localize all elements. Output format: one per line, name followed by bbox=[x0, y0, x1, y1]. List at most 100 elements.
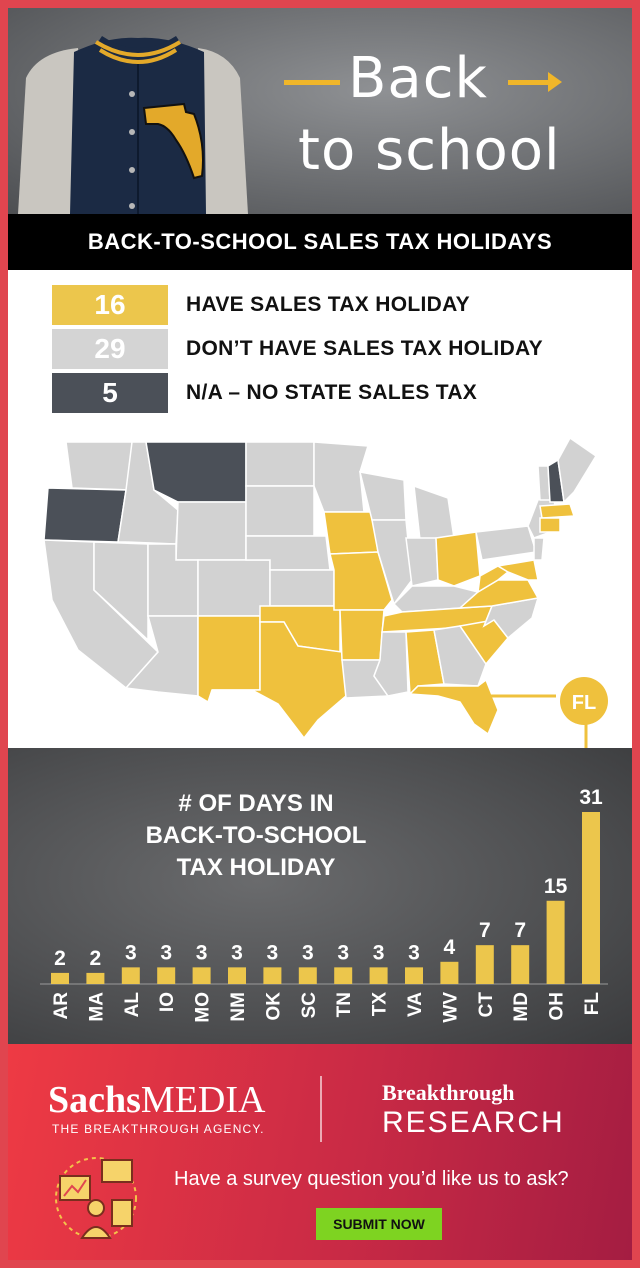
value-label-ma: 2 bbox=[90, 947, 102, 970]
state-mi bbox=[413, 484, 455, 541]
state-tx bbox=[212, 621, 347, 740]
state-nd bbox=[245, 441, 315, 487]
category-label-fl: FL bbox=[582, 992, 603, 1016]
state-ks bbox=[269, 569, 335, 607]
state-me bbox=[557, 436, 598, 504]
value-label-wv: 4 bbox=[444, 936, 456, 959]
state-ar bbox=[339, 609, 385, 661]
category-label-ar: AR bbox=[51, 992, 72, 1020]
category-label-tx: TX bbox=[370, 992, 391, 1017]
survey-question: Have a survey question you’d like us to … bbox=[174, 1168, 569, 1190]
category-label-ct: CT bbox=[476, 992, 497, 1018]
legend-label-no-tax: N/A – NO STATE SALES TAX bbox=[186, 381, 478, 404]
footer: SachsMEDIA THE BREAKTHROUGH AGENCY. Brea… bbox=[8, 1044, 632, 1260]
sachs-media-logo: SachsMEDIA bbox=[48, 1080, 265, 1120]
bar-md bbox=[511, 945, 530, 984]
value-label-fl: 31 bbox=[579, 786, 603, 809]
bar-sc bbox=[298, 967, 317, 984]
state-ia bbox=[323, 511, 379, 555]
state-wy bbox=[175, 501, 247, 561]
legend: 16 HAVE SALES TAX HOLIDAY 29 DON’T HAVE … bbox=[52, 284, 543, 416]
category-label-ma: MA bbox=[86, 992, 107, 1022]
state-ga bbox=[433, 625, 487, 687]
category-label-sc: SC bbox=[299, 992, 320, 1019]
value-label-md: 7 bbox=[514, 919, 526, 942]
varsity-jacket-icon bbox=[18, 36, 248, 214]
bar-ar bbox=[51, 972, 69, 984]
chart-title-line3: TAX HOLIDAY bbox=[176, 854, 336, 881]
category-label-ok: OK bbox=[263, 992, 284, 1021]
hero-dash-right bbox=[508, 80, 552, 85]
bar-chart: 2 AR 2 MA 3 AL 3 IO 3 MO 3 NM 3 OK 3 SC 3 TN 3 TX 3 VA 4 WV 7 CT 7… bbox=[40, 786, 608, 1023]
category-label-nm: NM bbox=[228, 992, 249, 1022]
days-chart: # OF DAYS IN BACK-TO-SCHOOL TAX HOLIDAY … bbox=[8, 748, 632, 1044]
hero-headline-line2: to school bbox=[298, 118, 561, 183]
state-md bbox=[495, 559, 539, 581]
legend-row-no-holiday: 29 DON’T HAVE SALES TAX HOLIDAY bbox=[52, 328, 543, 370]
chart-title: # OF DAYS IN BACK-TO-SCHOOL TAX HOLIDAY bbox=[104, 788, 408, 884]
value-label-mo: 3 bbox=[196, 941, 208, 964]
fl-callout-label: FL bbox=[572, 692, 596, 714]
category-label-oh: OH bbox=[547, 992, 568, 1021]
state-nm bbox=[197, 615, 261, 704]
state-mt bbox=[145, 441, 247, 503]
bar-io bbox=[157, 967, 176, 984]
state-ct bbox=[539, 517, 561, 533]
bar-ok bbox=[263, 967, 282, 984]
bar-fl bbox=[582, 812, 600, 984]
page-title: BACK-TO-SCHOOL SALES TAX HOLIDAYS bbox=[8, 214, 632, 270]
state-nv bbox=[93, 541, 149, 642]
category-label-wv: WV bbox=[440, 992, 461, 1023]
fl-callout-bubble bbox=[560, 677, 608, 725]
value-label-tx: 3 bbox=[373, 941, 385, 964]
state-sd bbox=[245, 485, 315, 537]
category-label-va: VA bbox=[405, 992, 426, 1017]
category-label-tn: TN bbox=[334, 992, 355, 1017]
bar-wv bbox=[440, 961, 459, 984]
bar-ma bbox=[86, 972, 105, 984]
state-pa bbox=[475, 525, 537, 561]
partner-logo-bottom: RESEARCH bbox=[382, 1106, 565, 1139]
category-label-mo: MO bbox=[193, 992, 214, 1023]
legend-row-holiday: 16 HAVE SALES TAX HOLIDAY bbox=[52, 284, 543, 326]
state-or bbox=[43, 487, 127, 543]
legend-row-no-tax: 5 N/A – NO STATE SALES TAX bbox=[52, 372, 543, 414]
brand-bold: Sachs bbox=[48, 1079, 141, 1121]
bar-va bbox=[405, 967, 423, 984]
hero-headline-line1: Back bbox=[348, 46, 488, 111]
chart-title-line1: # OF DAYS IN bbox=[178, 790, 334, 817]
state-co bbox=[197, 559, 271, 617]
category-label-md: MD bbox=[511, 992, 532, 1022]
legend-label-holiday: HAVE SALES TAX HOLIDAY bbox=[186, 293, 470, 316]
bar-tx bbox=[369, 967, 388, 984]
value-label-sc: 3 bbox=[302, 941, 314, 964]
brand-rest: MEDIA bbox=[140, 1079, 266, 1121]
state-al bbox=[405, 629, 445, 696]
bar-ct bbox=[475, 945, 494, 984]
value-label-ct: 7 bbox=[479, 919, 491, 942]
arrow-right-icon bbox=[548, 72, 562, 92]
state-oh bbox=[435, 531, 481, 587]
value-label-al: 3 bbox=[125, 941, 137, 964]
value-label-tn: 3 bbox=[337, 941, 349, 964]
value-label-oh: 15 bbox=[544, 875, 568, 898]
bar-al bbox=[121, 967, 140, 984]
value-label-ok: 3 bbox=[267, 941, 279, 964]
brand-divider bbox=[320, 1076, 322, 1142]
legend-count-holiday: 16 bbox=[52, 285, 168, 325]
state-il bbox=[371, 519, 413, 606]
legend-count-no-holiday: 29 bbox=[52, 329, 168, 369]
category-label-io: IO bbox=[157, 992, 178, 1012]
brand-tagline: THE BREAKTHROUGH AGENCY. bbox=[52, 1122, 265, 1136]
bar-oh bbox=[546, 900, 565, 984]
bar-tn bbox=[334, 967, 353, 984]
legend-count-no-tax: 5 bbox=[52, 373, 168, 413]
bar-nm bbox=[228, 967, 246, 984]
submit-now-button[interactable]: SUBMIT NOW bbox=[316, 1208, 442, 1240]
bar-mo bbox=[192, 967, 211, 984]
value-label-io: 3 bbox=[160, 941, 172, 964]
hero-dash-left bbox=[284, 80, 340, 85]
value-label-va: 3 bbox=[408, 941, 420, 964]
state-in bbox=[405, 537, 439, 587]
